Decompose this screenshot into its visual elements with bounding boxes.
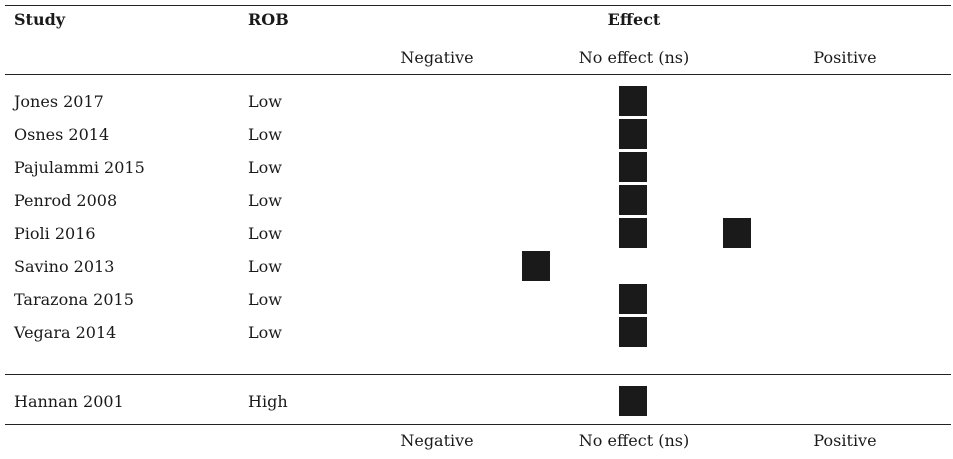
row-rob: Low (248, 191, 282, 210)
effect-mark-no-effect (619, 317, 647, 347)
row-study: Vegara 2014 (14, 323, 117, 342)
header-positive: Positive (813, 48, 877, 67)
row-rob: Low (248, 125, 282, 144)
row-rob: Low (248, 257, 282, 276)
row-study: Savino 2013 (14, 257, 115, 276)
row-rob: Low (248, 290, 282, 309)
row-study: Pioli 2016 (14, 224, 96, 243)
row-study: Penrod 2008 (14, 191, 118, 210)
row-rob: High (248, 392, 288, 411)
header-study: Study (14, 10, 66, 29)
effect-mark-no-effect (619, 86, 647, 116)
row-rob: Low (248, 158, 282, 177)
footer-no-effect: No effect (ns) (578, 431, 690, 450)
footer-rule (5, 424, 951, 425)
group-divider-rule (5, 374, 951, 375)
effect-mark-no-effect (619, 119, 647, 149)
effect-mark-positive (723, 218, 751, 248)
row-study: Jones 2017 (14, 92, 104, 111)
row-rob: Low (248, 92, 282, 111)
header-effect: Effect (607, 10, 661, 29)
footer-positive: Positive (813, 431, 877, 450)
effect-mark-no-effect (619, 284, 647, 314)
row-rob: Low (248, 224, 282, 243)
row-rob: Low (248, 323, 282, 342)
row-study: Pajulammi 2015 (14, 158, 145, 177)
effect-mark-negative (522, 251, 550, 281)
effect-mark-no-effect (619, 218, 647, 248)
row-study: Tarazona 2015 (14, 290, 134, 309)
header-negative: Negative (400, 48, 474, 67)
header-rob: ROB (248, 10, 289, 29)
effect-mark-no-effect (619, 185, 647, 215)
row-study: Hannan 2001 (14, 392, 124, 411)
row-study: Osnes 2014 (14, 125, 110, 144)
header-no-effect: No effect (ns) (578, 48, 690, 67)
effect-mark-no-effect (619, 152, 647, 182)
header-rule (5, 74, 951, 75)
footer-negative: Negative (400, 431, 474, 450)
effect-mark-no-effect (619, 386, 647, 416)
top-rule (5, 5, 951, 6)
